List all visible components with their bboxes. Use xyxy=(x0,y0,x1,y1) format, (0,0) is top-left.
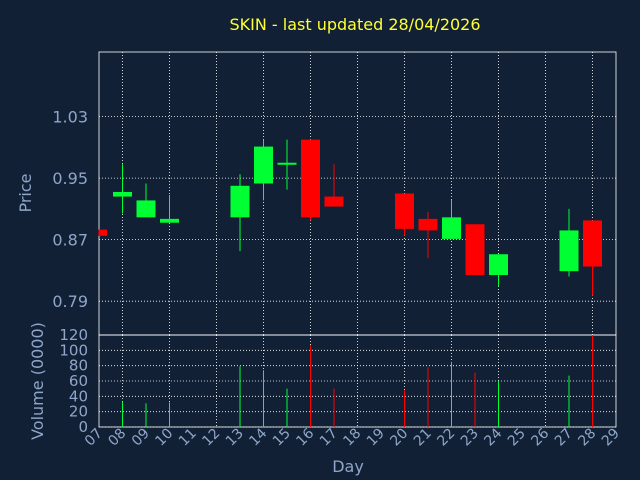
candle xyxy=(465,224,485,276)
candle xyxy=(230,174,250,252)
volume-bars xyxy=(122,335,593,427)
volume-tick-label: 40 xyxy=(69,387,88,405)
price-tick-label: 0.87 xyxy=(52,231,88,250)
candle-body xyxy=(489,254,508,276)
candle-body xyxy=(160,218,179,223)
price-tick-label: 0.95 xyxy=(52,169,88,188)
x-axis-ticks: 07 08 09 10 11 12 13 14 15 16 17 18 19 20 21 22 23 24 25 26… xyxy=(82,425,623,449)
candle xyxy=(277,139,297,190)
candle xyxy=(98,229,107,236)
candle-body xyxy=(418,218,438,231)
candle xyxy=(301,139,320,221)
volume-tick-label: 0 xyxy=(78,418,88,436)
candle-body xyxy=(465,224,485,276)
x-axis-label: Day xyxy=(332,457,364,476)
candle-body xyxy=(136,200,156,218)
volume-tick-label: 60 xyxy=(69,372,88,390)
volume-tick-label: 20 xyxy=(69,403,88,421)
volume-plot-frame xyxy=(98,334,617,428)
candle xyxy=(113,164,132,214)
candle-body xyxy=(254,146,273,184)
price-y-ticks: 1.03 0.95 0.87 0.79 xyxy=(52,108,88,312)
volume-tick-label: 120 xyxy=(59,326,88,344)
candle xyxy=(136,183,156,218)
volume-tick-label: 80 xyxy=(69,357,88,375)
price-axis-label: Price xyxy=(16,173,35,212)
candle-body xyxy=(324,196,344,207)
candle xyxy=(418,211,438,259)
candle xyxy=(395,193,414,236)
volume-axis-label: Volume (0000) xyxy=(28,322,47,440)
candle xyxy=(442,199,461,239)
candle-body xyxy=(113,191,132,197)
candle xyxy=(160,195,179,223)
price-tick-label: 1.03 xyxy=(52,108,88,127)
chart-title: SKIN - last updated 28/04/2026 xyxy=(229,15,480,34)
candle xyxy=(583,220,602,296)
candle xyxy=(559,208,579,277)
volume-tick-label: 100 xyxy=(59,341,88,359)
candle-body xyxy=(583,220,602,267)
candle xyxy=(254,139,273,201)
candle-body xyxy=(559,230,579,272)
candle-body xyxy=(230,185,250,218)
candles xyxy=(98,139,602,296)
candle-body xyxy=(99,229,107,236)
price-tick-label: 0.79 xyxy=(52,292,88,311)
candle-body xyxy=(277,162,297,165)
candle xyxy=(324,164,344,207)
candle-body xyxy=(395,193,414,229)
candle-body xyxy=(301,139,320,218)
candle-body xyxy=(442,217,461,239)
candle xyxy=(489,254,508,287)
